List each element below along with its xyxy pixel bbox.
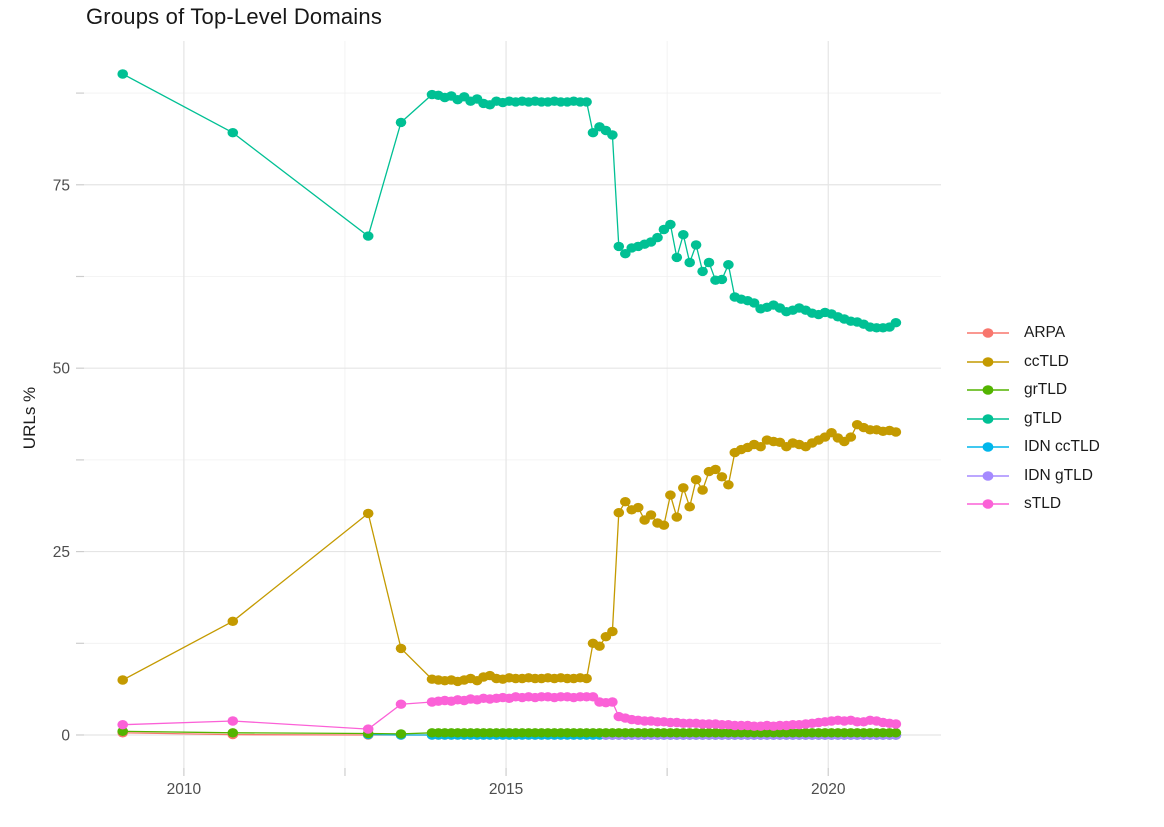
legend-key-icon [967,413,1009,424]
legend-item-gtld: gTLD [966,405,1100,434]
legend-key-icon [967,356,1009,367]
gridlines-minor [84,41,941,768]
legend-label: ARPA [1024,324,1066,342]
legend-key-icon [967,442,1009,453]
y-tick-label: 75 [53,177,70,194]
axis-ticks [76,92,829,776]
legend-label: gTLD [1024,409,1062,427]
chart-title: Groups of Top-Level Domains [86,4,383,29]
legend-label: grTLD [1024,381,1068,399]
legend-item-idn-cctld: IDN ccTLD [966,433,1100,462]
series-sTLD [117,692,902,734]
series-ccTLD [117,420,902,687]
y-tick-label: 25 [53,544,70,561]
gridlines-major [84,41,941,768]
legend-item-idn-gtld: IDN gTLD [966,462,1100,491]
legend-item-arpa: ARPA [966,319,1100,348]
x-tick-label: 2010 [167,781,202,798]
legend-item-cctld: ccTLD [966,348,1100,377]
legend-item-grtld: grTLD [966,376,1100,405]
y-tick-label: 50 [53,361,71,378]
legend-label: ccTLD [1024,352,1069,370]
legend-key-icon [967,328,1009,339]
legend: ARPA ccTLD grTLD gTLD IDN ccTLD IDN gTLD sTLD [966,319,1100,519]
x-axis-tick-labels: 2010 2015 2020 [167,781,846,798]
x-tick-label: 2015 [489,781,523,798]
legend-label: sTLD [1024,495,1062,513]
y-tick-label: 0 [61,727,70,744]
legend-key-icon [967,499,1009,510]
legend-label: IDN gTLD [1024,466,1093,484]
series-grTLD [117,726,902,739]
x-tick-label: 2020 [811,781,846,798]
series-gTLD [117,69,902,333]
legend-key-icon [967,470,1009,481]
legend-item-stld: sTLD [966,490,1100,519]
legend-key-icon [967,385,1009,396]
legend-label: IDN ccTLD [1024,438,1100,456]
y-axis-tick-labels: 0 25 50 75 [53,177,71,744]
